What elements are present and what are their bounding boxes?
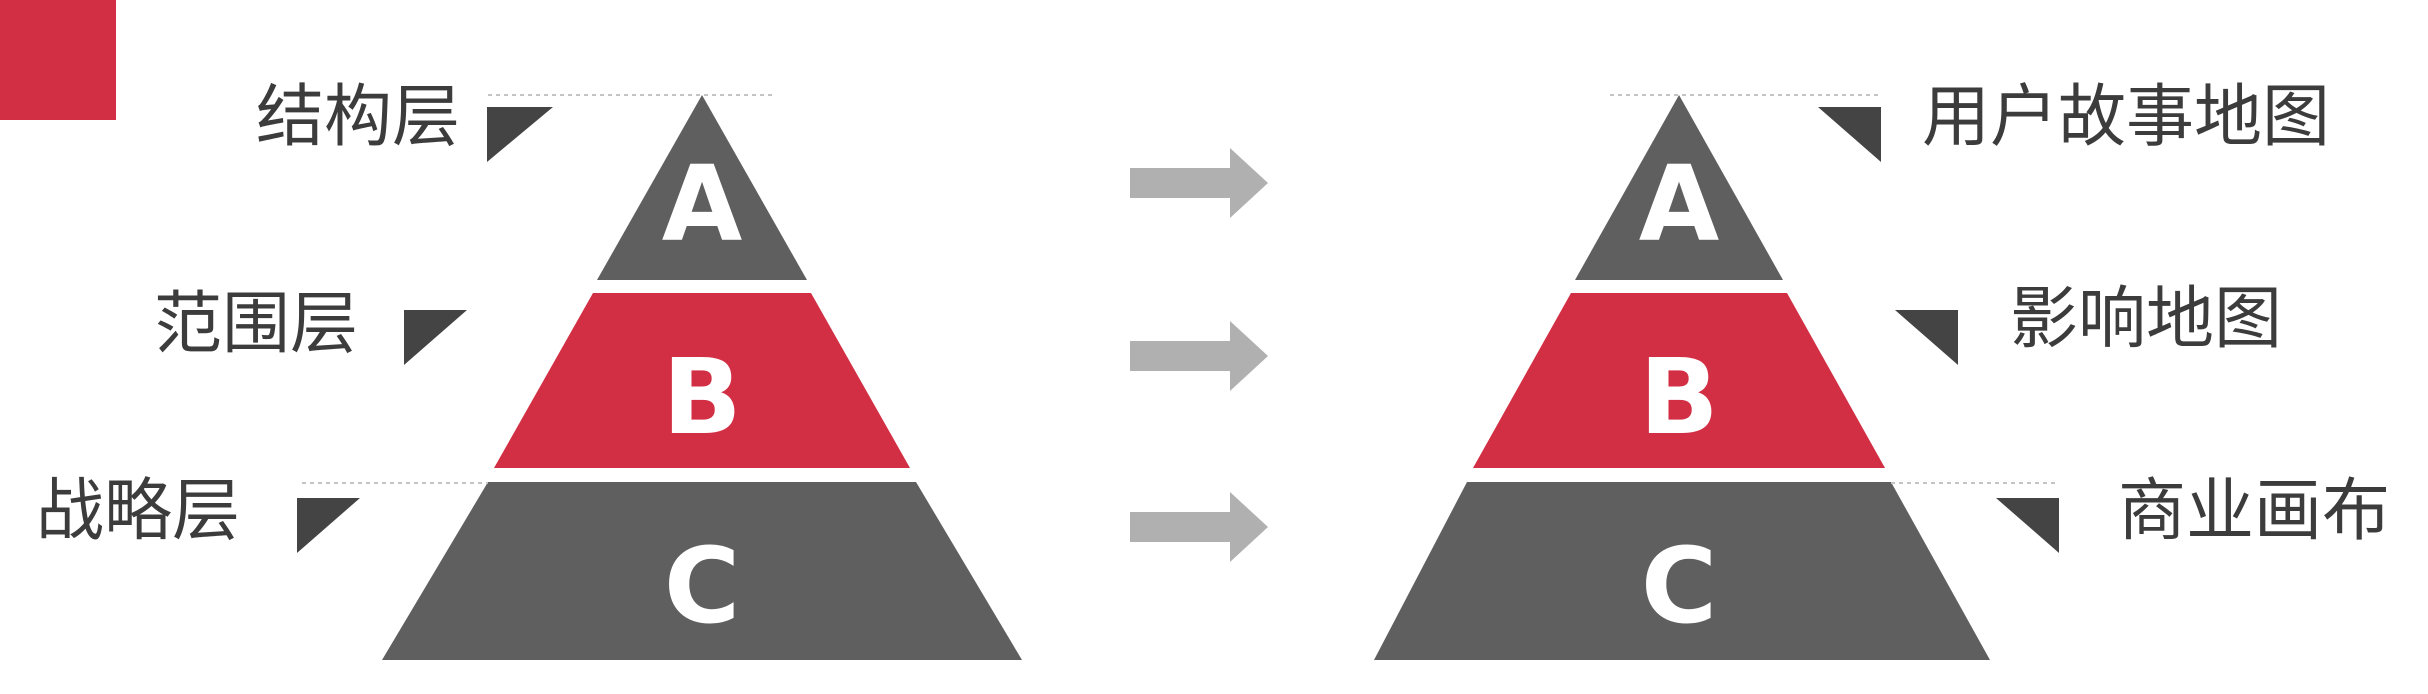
right-letter-c: C — [1641, 525, 1717, 647]
left-label-c: 战略层 — [35, 472, 240, 551]
left-label-a: 结构层 — [255, 78, 460, 157]
arrows — [1130, 148, 1268, 562]
right-label-c: 商业画布 — [2118, 472, 2391, 551]
arrow-top — [1130, 148, 1268, 218]
left-letter-b: B — [662, 336, 741, 458]
left-tier-a — [597, 95, 807, 280]
right-label-a: 用户故事地图 — [1922, 78, 2331, 157]
right-tier-a — [1575, 95, 1783, 280]
arrow-middle — [1130, 321, 1268, 391]
left-letter-a: A — [662, 143, 743, 265]
right-tier-c — [1374, 482, 1990, 660]
left-marker-b — [404, 310, 467, 365]
right-letter-a: A — [1639, 143, 1720, 265]
right-marker-c — [1996, 498, 2059, 553]
right-label-b: 影响地图 — [2010, 280, 2283, 359]
left-tier-b — [494, 293, 910, 468]
left-marker-a — [487, 107, 553, 162]
left-tier-c — [382, 482, 1022, 660]
right-tier-b — [1473, 293, 1885, 468]
right-marker-b — [1895, 310, 1958, 365]
left-label-b: 范围层 — [153, 285, 358, 364]
right-letter-b: B — [1639, 336, 1718, 458]
corner-accent-block — [0, 0, 116, 120]
left-letter-c: C — [664, 525, 740, 647]
left-pyramid: A B C — [297, 94, 1022, 660]
arrow-bottom — [1130, 492, 1268, 562]
right-pyramid: A B C — [1374, 94, 2059, 660]
left-marker-c — [297, 498, 360, 553]
right-marker-a — [1818, 107, 1881, 162]
